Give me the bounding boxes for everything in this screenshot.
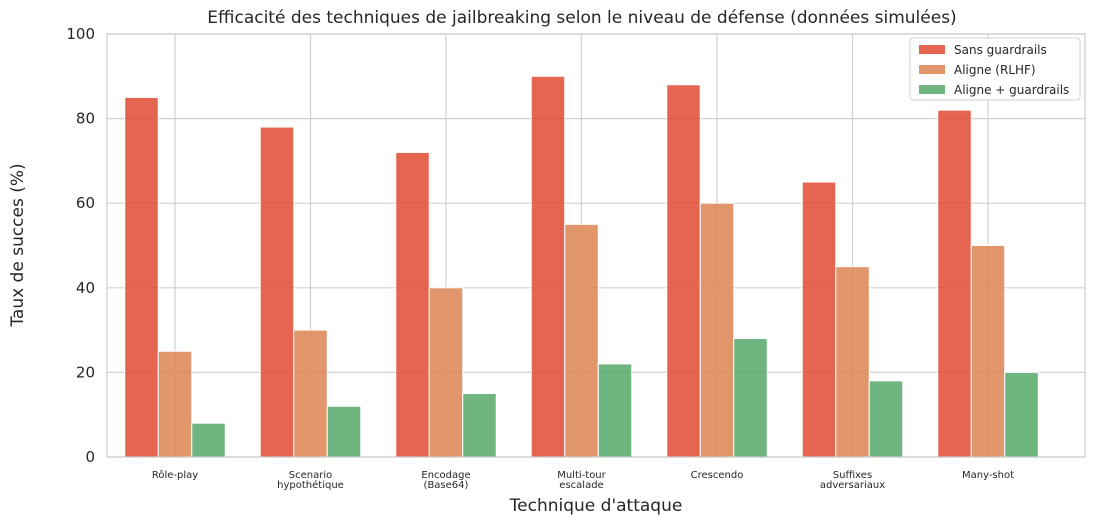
bar-2-6 <box>835 266 870 458</box>
x-tick-label: Suffixes <box>833 470 872 481</box>
bar-3-6 <box>868 380 904 458</box>
bar-1-2 <box>259 126 295 458</box>
bar-2-2 <box>293 329 328 458</box>
legend-swatch <box>919 85 945 94</box>
bars <box>124 75 1039 458</box>
bar-2-4 <box>564 223 599 458</box>
bar-2-3 <box>428 287 464 458</box>
bar-3-5 <box>733 338 768 458</box>
legend-swatch <box>919 65 945 74</box>
x-axis-label: Technique d'attaque <box>509 496 683 516</box>
x-tick-label: escalade <box>559 480 603 491</box>
legend-frame <box>909 37 1081 101</box>
bar-1-4 <box>530 75 566 458</box>
bar-1-3 <box>395 151 430 458</box>
x-tick-label: Crescendo <box>691 470 744 481</box>
bar-1-5 <box>666 84 701 458</box>
y-tick-label: 60 <box>76 194 95 212</box>
x-tick-label: Rôle-play <box>152 469 198 481</box>
plot-frame <box>106 33 1086 458</box>
bar-1-6 <box>801 181 837 458</box>
bar-3-7 <box>1004 371 1039 458</box>
x-tick-label: (Base64) <box>424 480 469 491</box>
bar-1-7 <box>937 109 972 458</box>
y-tick-label: 40 <box>76 279 95 297</box>
legend-label: Aligne (RLHF) <box>954 63 1036 77</box>
bar-2-7 <box>970 245 1006 458</box>
chart-title: Efficacité des techniques de jailbreakin… <box>207 8 956 28</box>
bar-3-1 <box>191 422 226 458</box>
x-tick-label: Encodage <box>421 470 470 481</box>
bar-3-2 <box>326 405 362 458</box>
x-tick-label: hypothétique <box>277 479 344 491</box>
bar-3-3 <box>462 393 497 458</box>
bar-2-1 <box>157 350 193 458</box>
y-tick-label: 80 <box>76 110 95 128</box>
y-axis-ticks: 0 20 40 60 80 100 <box>66 25 95 466</box>
x-tick-label: Many-shot <box>962 470 1014 481</box>
bar-1-1 <box>124 96 159 458</box>
legend-swatch <box>919 45 945 54</box>
y-tick-label: 20 <box>76 363 95 381</box>
y-tick-label: 0 <box>85 448 95 466</box>
bar-2-5 <box>699 202 735 458</box>
bar-3-4 <box>597 363 633 458</box>
legend-label: Aligne + guardrails <box>954 83 1069 97</box>
y-tick-label: 100 <box>66 25 95 43</box>
x-tick-label: adversariaux <box>820 480 885 491</box>
legend-label: Sans guardrails <box>954 43 1047 57</box>
x-tick-label: Scenario <box>289 470 332 481</box>
legend: Sans guardrails Aligne (RLHF) Aligne + gua… <box>909 37 1081 101</box>
x-tick-label: Multi-tour <box>557 470 606 481</box>
y-axis-label: Taux de succes (%) <box>8 163 28 327</box>
